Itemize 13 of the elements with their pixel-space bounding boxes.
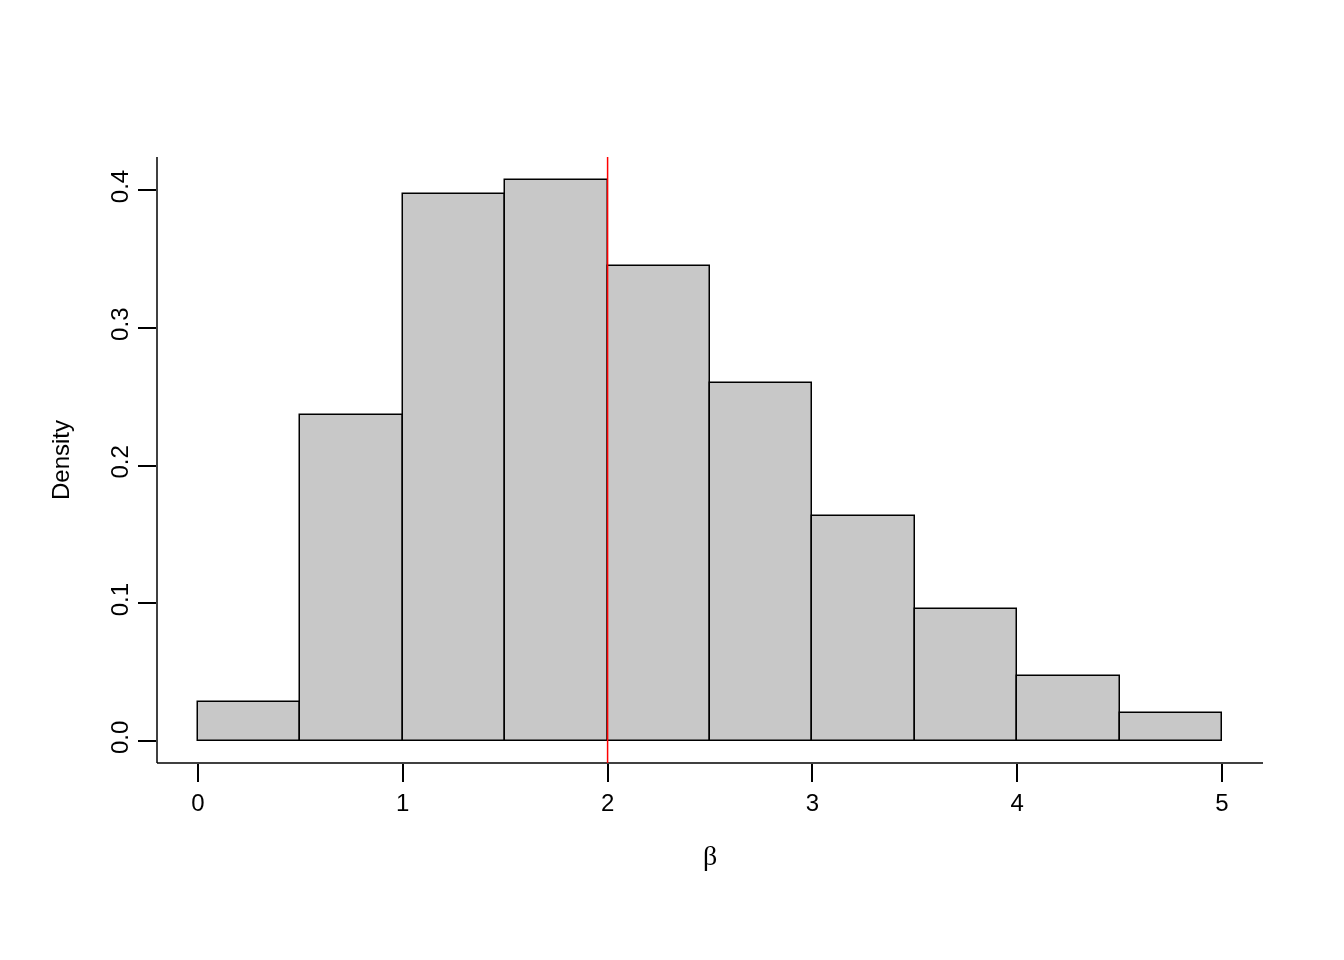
y-tick-label: 0.2 [106,445,134,479]
y-axis-title: Density [46,419,74,501]
y-tick-label: 0.0 [106,720,134,755]
x-tick-label: 0 [191,788,205,816]
y-tick-label: 0.4 [106,169,134,204]
x-axis-title: β [702,839,718,871]
x-tick-label: 1 [396,788,410,816]
y-tick-label: 0.1 [106,582,134,617]
y-tick-label: 0.3 [106,307,134,341]
x-tick-label: 5 [1215,788,1229,816]
x-tick-label: 3 [805,788,820,816]
x-tick-label: 4 [1010,788,1024,816]
x-tick-label: 2 [600,788,615,816]
